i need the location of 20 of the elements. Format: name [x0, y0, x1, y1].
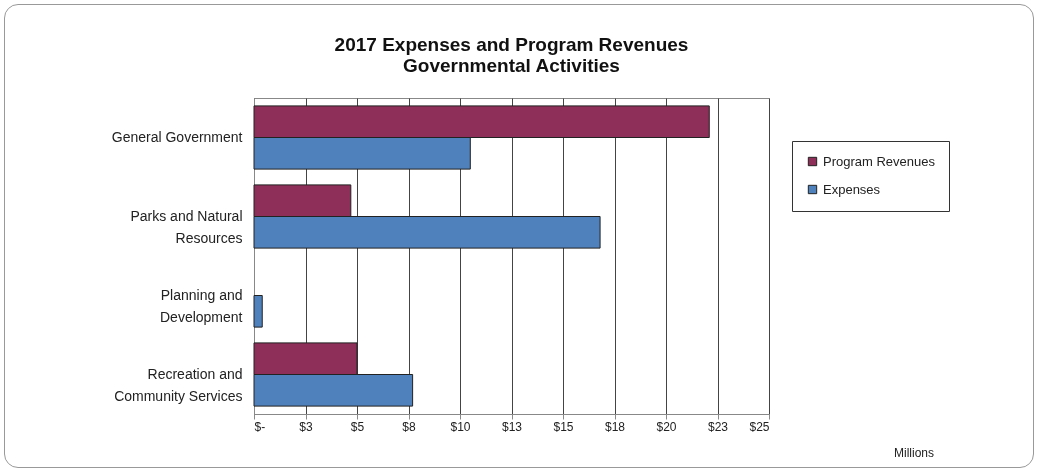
bar — [253, 295, 263, 328]
legend-label: Program Revenues — [823, 153, 936, 169]
y-tick-label: Recreation and Community Services — [114, 365, 243, 404]
legend-label: Expenses — [823, 181, 881, 197]
x-tick-label: $- — [254, 419, 266, 434]
chart-title: 2017 Expenses and Program Revenues Governmental Activities — [334, 34, 689, 76]
x-tick-label: $20 — [656, 419, 677, 434]
x-tick-label: $5 — [350, 419, 365, 434]
x-tick-label: $3 — [299, 419, 313, 434]
x-tick-label: $8 — [402, 419, 416, 434]
y-tick-label: Parks and Natural Resources — [130, 207, 243, 246]
x-tick-label: $10 — [450, 419, 471, 434]
y-tick-label: General Government — [111, 128, 243, 145]
x-tick-label: $13 — [501, 419, 523, 434]
x-tick-label: $15 — [553, 419, 574, 434]
x-tick-label: $25 — [749, 419, 770, 434]
text: Millions — [893, 446, 934, 460]
x-tick-label: $18 — [604, 419, 626, 434]
y-tick-label: Planning and Development — [160, 286, 243, 325]
x-tick-label: $23 — [707, 419, 729, 434]
